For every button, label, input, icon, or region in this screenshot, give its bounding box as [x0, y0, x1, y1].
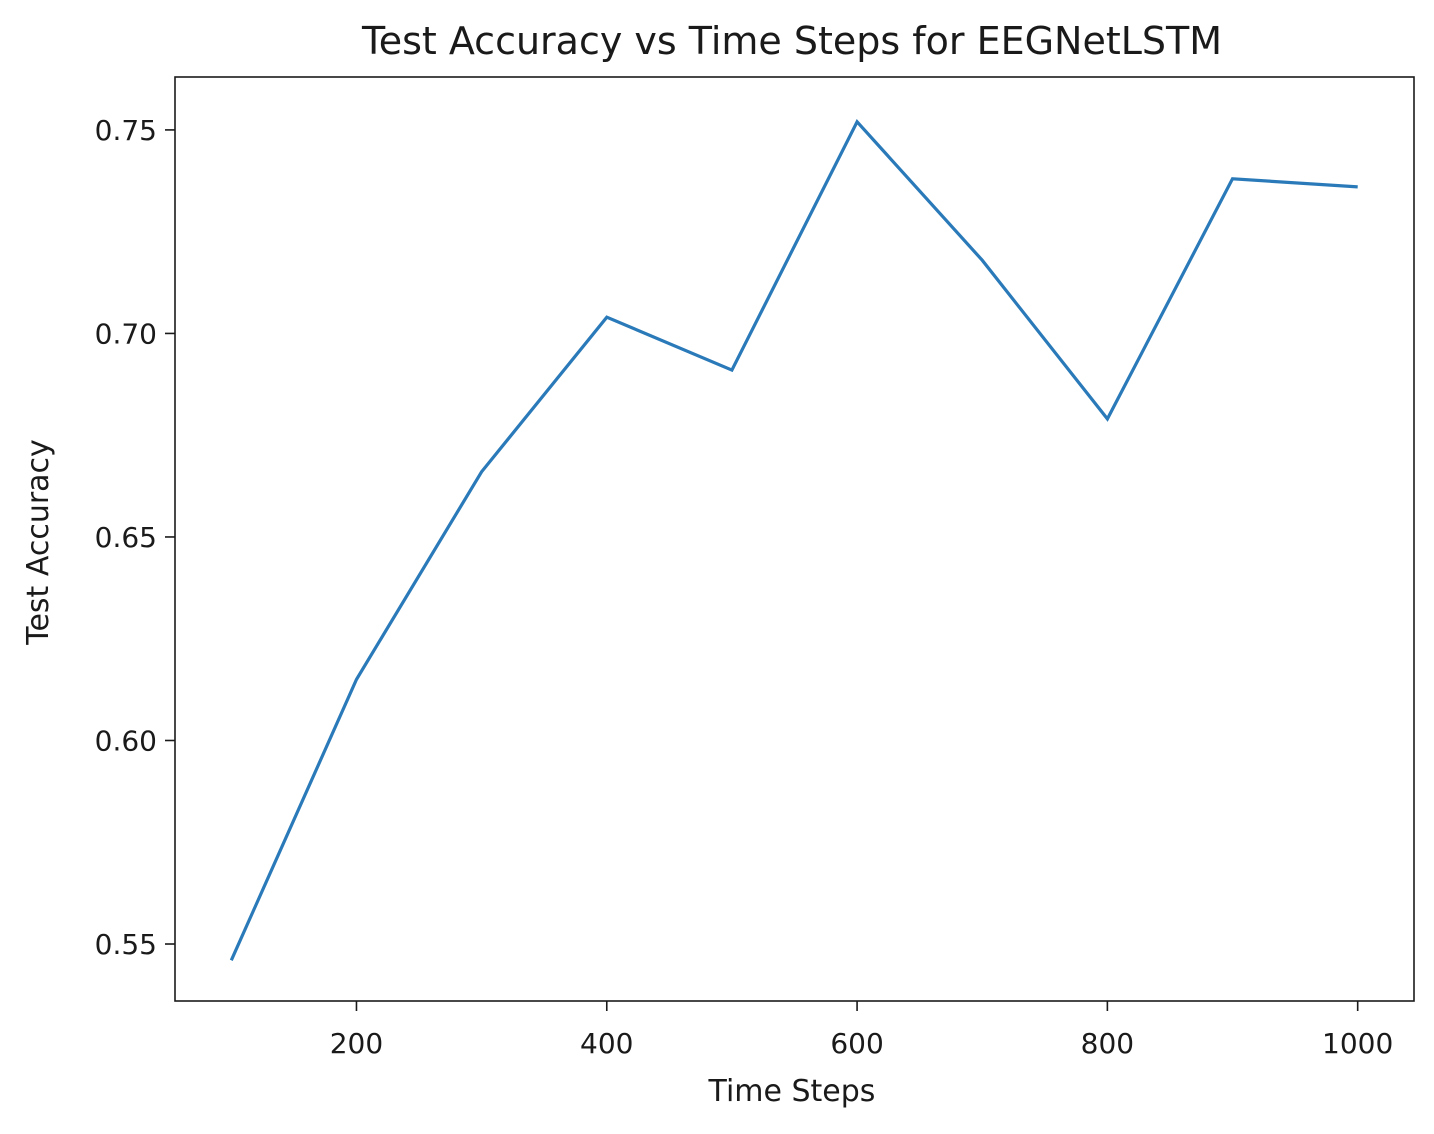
x-tick-label: 1000 [1322, 1027, 1393, 1060]
y-tick-label: 0.70 [95, 317, 157, 350]
y-tick-label: 0.55 [95, 928, 157, 961]
y-axis: 0.55 0.60 0.65 0.70 0.75 [95, 114, 175, 961]
x-axis-label: Time Steps [708, 1074, 876, 1109]
y-axis-label: Test Accuracy [21, 439, 56, 646]
chart-title: Test Accuracy vs Time Steps for EEGNetLS… [361, 19, 1222, 63]
y-tick-label: 0.65 [95, 521, 157, 554]
x-axis: 200 400 600 800 1000 [330, 1001, 1393, 1060]
series-line [229, 118, 1358, 961]
x-tick-label: 400 [580, 1027, 633, 1060]
x-tick-label: 600 [830, 1027, 883, 1060]
y-tick-label: 0.60 [95, 724, 157, 757]
plot-frame [174, 76, 1415, 1002]
y-tick-label: 0.75 [95, 114, 157, 147]
x-tick-label: 200 [330, 1027, 383, 1060]
plot-area [229, 118, 1358, 961]
x-tick-label: 800 [1081, 1027, 1134, 1060]
